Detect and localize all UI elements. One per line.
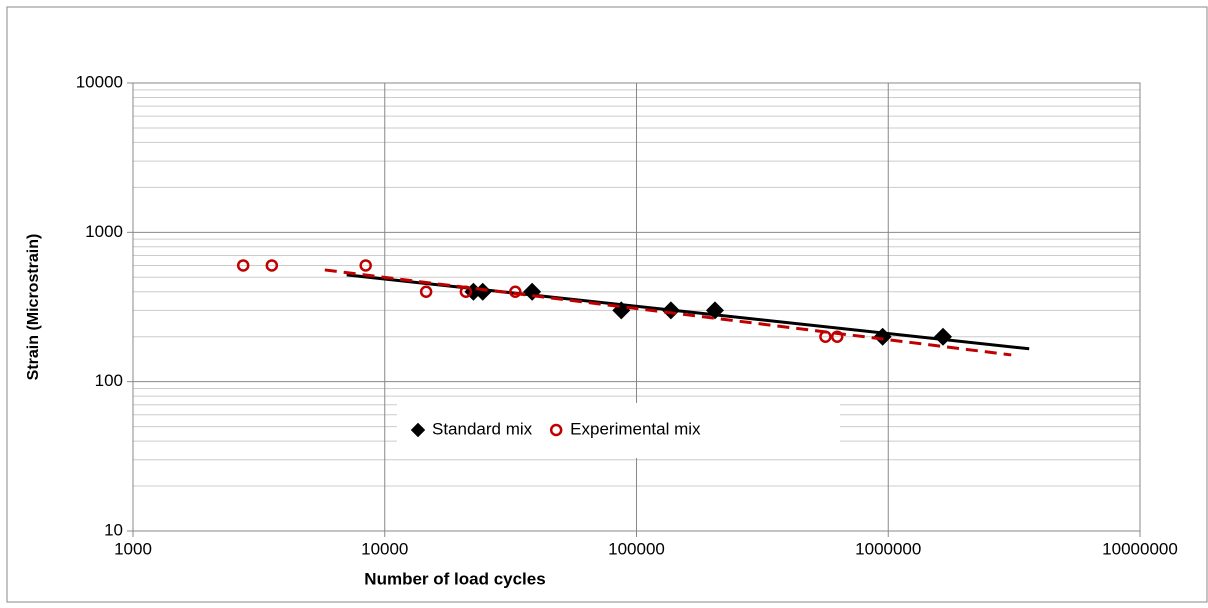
legend-box — [397, 403, 840, 458]
y-tick-label: 10000 — [76, 72, 123, 91]
diamond-marker — [934, 327, 953, 346]
x-tick-label: 1000000 — [855, 539, 921, 558]
legend-label: Standard mix — [432, 419, 533, 438]
legend-label: Experimental mix — [570, 419, 701, 438]
circle-marker — [830, 330, 844, 343]
y-tick-label: 1000 — [85, 222, 123, 241]
x-tick-label: 1000 — [114, 539, 152, 558]
circle-marker — [819, 330, 832, 343]
circle-marker — [509, 285, 522, 299]
trend-line — [324, 268, 1012, 357]
diamond-marker — [873, 327, 892, 346]
x-tick-label: 10000000 — [1102, 539, 1178, 558]
circle-marker — [549, 423, 563, 437]
circle-marker — [265, 259, 279, 272]
circle-marker — [459, 285, 473, 299]
diamond-marker — [705, 301, 724, 320]
y-axis-label: Strain (Microstrain) — [25, 234, 42, 381]
diamond-marker — [661, 301, 680, 320]
diamond-marker — [473, 282, 492, 301]
y-tick-label: 100 — [95, 371, 123, 390]
circle-marker — [359, 259, 372, 272]
circle-marker — [236, 259, 250, 272]
x-axis-label: Number of load cycles — [364, 569, 545, 588]
x-tick-label: 10000 — [361, 539, 408, 558]
y-tick-label: 10 — [104, 520, 123, 539]
circle-marker — [419, 285, 433, 299]
x-tick-label: 100000 — [608, 539, 665, 558]
diamond-marker — [410, 422, 426, 438]
legend: Standard mix Experimental mix — [397, 403, 840, 458]
